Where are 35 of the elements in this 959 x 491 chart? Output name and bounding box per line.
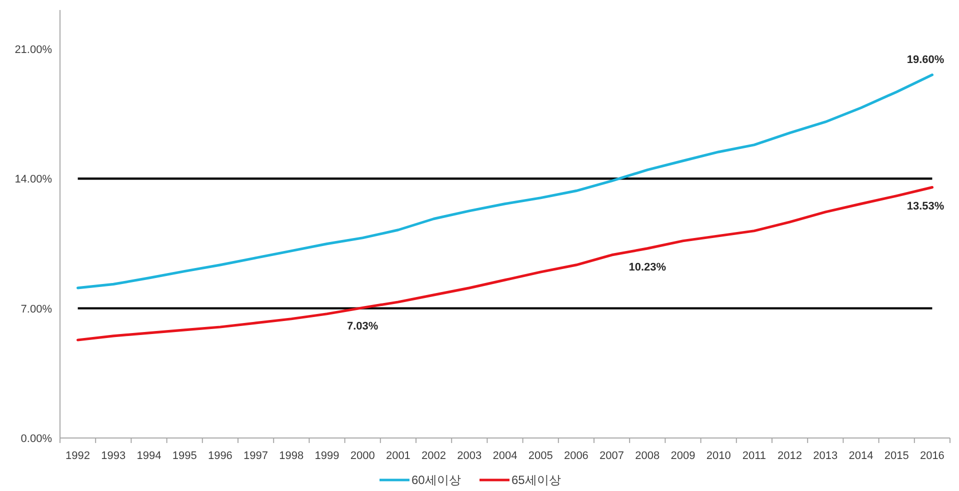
x-tick-label: 1997	[244, 450, 268, 462]
data-label: 13.53%	[906, 200, 944, 212]
data-label: 19.60%	[906, 54, 944, 66]
x-tick-label: 2012	[778, 450, 802, 462]
x-tick-label: 2001	[386, 450, 410, 462]
x-tick-label: 1992	[66, 450, 90, 462]
x-tick-label: 1995	[172, 450, 197, 462]
y-tick-label: 14.00%	[14, 174, 52, 186]
data-label: 10.23%	[628, 261, 666, 274]
x-tick-label: 2004	[492, 450, 518, 462]
x-tick-label: 2002	[422, 450, 446, 462]
x-tick-label: 2011	[742, 450, 766, 462]
y-tick-label: 0.00%	[20, 433, 52, 445]
legend-label: 60세이상	[412, 473, 461, 487]
x-tick-label: 2013	[813, 450, 838, 462]
x-tick-label: 1993	[101, 450, 126, 462]
x-tick-label: 1998	[279, 450, 304, 462]
y-tick-label: 7.00%	[20, 303, 52, 316]
legend-label: 65세이상	[512, 473, 561, 487]
x-tick-label: 2000	[350, 450, 375, 462]
x-tick-label: 2005	[528, 450, 553, 462]
x-tick-label: 1999	[314, 450, 340, 462]
x-tick-label: 1994	[136, 450, 162, 462]
y-tick-label: 21.00%	[14, 44, 52, 56]
x-tick-label: 1996	[208, 450, 232, 462]
x-tick-label: 2014	[848, 450, 874, 462]
x-tick-label: 2008	[635, 450, 660, 462]
data-label: 7.03%	[347, 320, 378, 333]
x-tick-label: 2015	[884, 450, 909, 462]
x-tick-label: 2003	[457, 450, 482, 462]
x-tick-label: 2010	[706, 450, 731, 462]
x-tick-label: 2016	[920, 450, 944, 462]
x-tick-label: 2009	[670, 450, 696, 462]
x-tick-label: 2006	[564, 450, 588, 462]
x-tick-label: 2007	[600, 450, 624, 462]
